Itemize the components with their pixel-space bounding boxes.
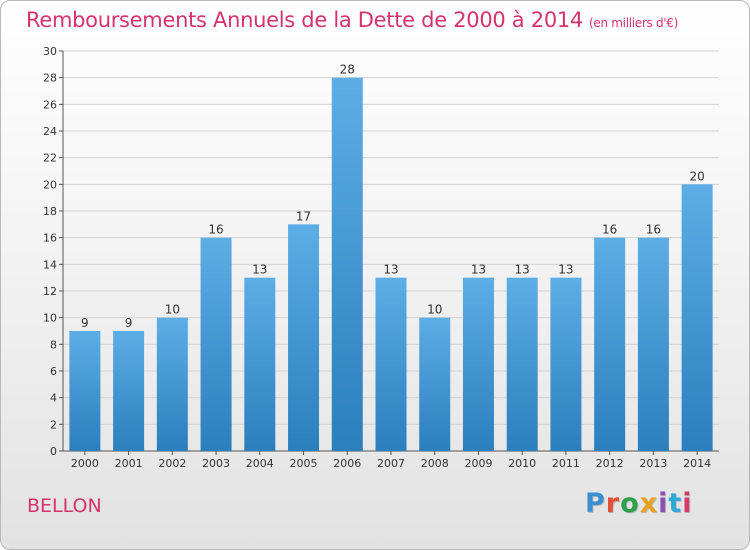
y-tick-label: 16 [43, 232, 57, 245]
chart-title: Remboursements Annuels de la Dette de 20… [26, 8, 678, 32]
bar-value-label: 28 [340, 63, 355, 77]
bar-value-label: 10 [165, 303, 180, 317]
x-tick-label: 2005 [290, 457, 318, 470]
bar [550, 277, 582, 451]
x-tick-label: 2004 [246, 457, 274, 470]
x-tick-label: 2007 [377, 457, 405, 470]
bar [506, 277, 538, 451]
y-tick-label: 24 [43, 125, 57, 138]
bar-value-label: 13 [558, 263, 573, 277]
bar-value-label: 10 [427, 303, 442, 317]
y-tick-label: 20 [43, 178, 57, 191]
bar-value-label: 20 [689, 169, 704, 183]
bar-value-label: 16 [602, 223, 617, 237]
logo-letter: x [639, 488, 659, 519]
bar [637, 237, 669, 451]
x-tick-label: 2001 [115, 457, 143, 470]
bar [113, 331, 145, 451]
y-tick-label: 18 [43, 205, 57, 218]
chart-title-text: Remboursements Annuels de la Dette de 20… [26, 8, 583, 32]
y-tick-label: 22 [43, 152, 57, 165]
bar [375, 277, 407, 451]
bar-value-label: 13 [383, 263, 398, 277]
logo-letter: P [585, 488, 606, 519]
y-tick-label: 8 [50, 338, 57, 351]
bar [594, 237, 626, 451]
x-tick-label: 2014 [683, 457, 711, 470]
y-tick-label: 0 [50, 445, 57, 458]
bar [200, 237, 232, 451]
bar [156, 317, 188, 451]
bar-value-label: 16 [646, 223, 661, 237]
bar [331, 77, 363, 452]
logo-letter: o [620, 488, 640, 519]
bar-value-label: 17 [296, 209, 311, 223]
bar-value-label: 9 [125, 316, 133, 330]
x-tick-label: 2012 [596, 457, 624, 470]
y-tick-label: 2 [50, 418, 57, 431]
logo-letter: r [605, 488, 621, 519]
y-tick-label: 28 [43, 72, 57, 85]
bar-value-label: 13 [252, 263, 267, 277]
bar [288, 224, 320, 451]
x-tick-label: 2010 [508, 457, 536, 470]
x-tick-label: 2008 [421, 457, 449, 470]
x-tick-label: 2013 [639, 457, 667, 470]
y-tick-label: 10 [43, 312, 57, 325]
y-tick-label: 26 [43, 98, 57, 111]
y-tick-label: 4 [50, 392, 57, 405]
place-name: BELLON [27, 495, 102, 517]
bar-value-label: 9 [81, 316, 89, 330]
x-tick-label: 2000 [71, 457, 99, 470]
y-tick-label: 30 [43, 45, 57, 58]
x-tick-label: 2009 [464, 457, 492, 470]
bars [69, 77, 713, 452]
bar-value-label: 13 [471, 263, 486, 277]
bar [69, 331, 101, 451]
bar [462, 277, 494, 451]
chart-unit: (en milliers d'€) [589, 16, 679, 30]
x-tick-label: 2006 [333, 457, 361, 470]
bar-value-label: 16 [208, 223, 223, 237]
data-labels: 9 9 10 16 13 17 28 13 10 13 13 13 16 16 20 [81, 63, 705, 330]
x-tick-label: 2003 [202, 457, 230, 470]
bar [681, 184, 713, 452]
x-tick-label: 2011 [552, 457, 580, 470]
logo-letter: t [668, 488, 683, 519]
x-tick-label: 2002 [158, 457, 186, 470]
logo-letter: i [658, 488, 669, 519]
y-tick-label: 12 [43, 285, 57, 298]
y-tick-label: 14 [43, 258, 57, 271]
bar [244, 277, 276, 451]
logo-letter: i [682, 488, 693, 519]
bar [419, 317, 451, 451]
proxiti-logo[interactable]: Proxiti [585, 488, 693, 519]
y-tick-label: 6 [50, 365, 57, 378]
bar-value-label: 13 [515, 263, 530, 277]
